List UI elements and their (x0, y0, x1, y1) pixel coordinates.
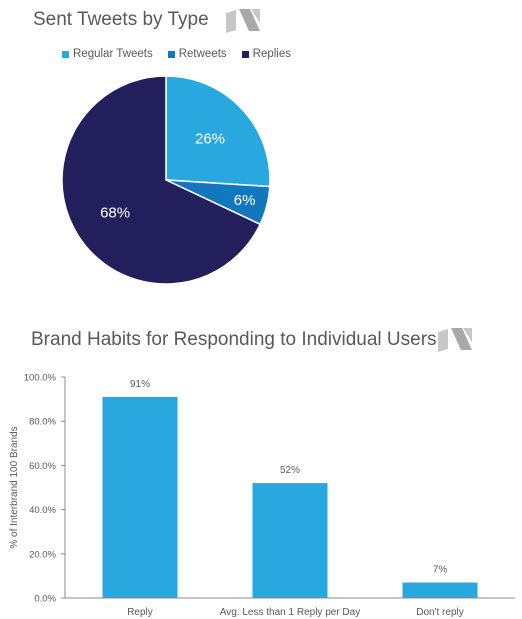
bar-data-label: 7% (433, 565, 448, 576)
bar-chart-title: Brand Habits for Responding to Individua… (31, 329, 437, 350)
brand-logo-icon (438, 328, 472, 352)
pie-slice-regular-tweets (165, 75, 271, 188)
x-tick-label: Don't reply (416, 607, 464, 618)
x-tick-label: Avg. Less than 1 Reply per Day (220, 607, 360, 618)
pie-slice-label: 68% (100, 204, 130, 221)
legend-item-retweets: Retweets (167, 48, 227, 60)
bar-reply (102, 396, 178, 598)
brand-logo-icon (226, 9, 260, 33)
pie-chart-title: Sent Tweets by Type (33, 9, 209, 30)
legend-swatch (241, 50, 249, 58)
legend-item-regular-tweets: Regular Tweets (62, 48, 153, 60)
y-tick-label: 0.0% (34, 594, 56, 605)
y-tick-label: 40.0% (29, 505, 56, 516)
pie-slice-label: 26% (195, 131, 225, 148)
bar-avg-less-than-1-reply-per-day (252, 483, 328, 598)
y-axis-label: % of Interbrand 100 Brands (9, 426, 20, 548)
legend-swatch (62, 50, 69, 58)
legend-item-replies: Replies (241, 48, 291, 60)
y-tick-label: 20.0% (29, 549, 56, 560)
x-tick-label: Reply (127, 607, 153, 618)
bar-data-label: 91% (130, 379, 150, 390)
pie-slice-label: 6% (234, 192, 256, 209)
bar-data-label: 52% (280, 465, 300, 476)
pie-legend: Regular Tweets Retweets Replies (62, 48, 306, 60)
legend-label: Retweets (178, 48, 227, 60)
y-tick-label: 100.0% (24, 373, 57, 384)
bar-don-t-reply (402, 582, 478, 598)
y-tick-label: 80.0% (29, 417, 56, 428)
legend-label: Regular Tweets (73, 48, 153, 60)
pie-slice-replies (61, 75, 262, 285)
legend-swatch (167, 50, 175, 58)
y-tick-label: 60.0% (29, 461, 56, 472)
pie-chart: 26% 6% 68% (61, 75, 271, 285)
legend-label: Replies (252, 48, 291, 60)
